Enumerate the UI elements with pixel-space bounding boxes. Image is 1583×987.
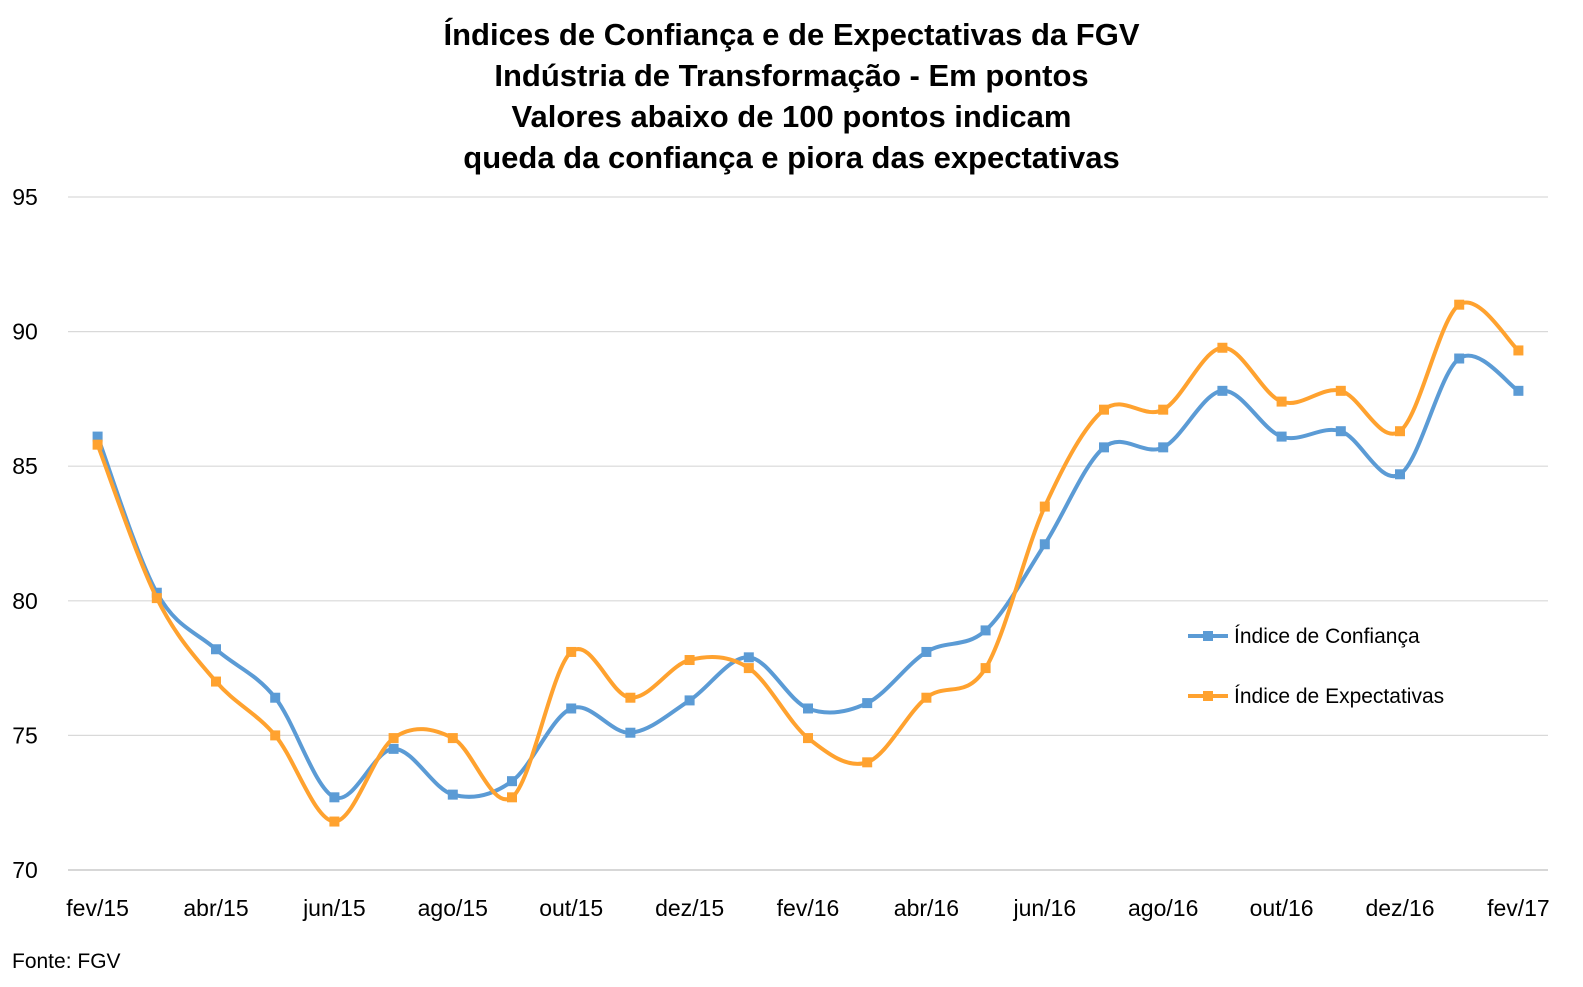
y-tick-label: 95 [12, 184, 38, 210]
data-point [743, 663, 754, 674]
data-point [1099, 404, 1109, 415]
data-point [743, 652, 754, 663]
x-tick-label: ago/16 [1128, 895, 1198, 921]
x-tick-label: abr/15 [183, 895, 248, 921]
data-point [803, 703, 813, 714]
data-point [1276, 431, 1287, 442]
series-group [92, 299, 1524, 827]
data-point [270, 730, 281, 741]
x-tick-label: fev/15 [66, 895, 129, 921]
data-point [1217, 342, 1228, 353]
title-line-4: queda da confiança e piora das expectati… [463, 140, 1120, 175]
series-line [95, 353, 1521, 801]
x-tick-label: jun/15 [302, 895, 366, 921]
data-point [566, 703, 577, 714]
x-axis: fev/15 abr/15 jun/15 ago/15 out/15 dez/15 fev/… [66, 895, 1549, 921]
x-tick-label: ago/15 [418, 895, 488, 921]
data-point [211, 676, 221, 687]
data-point [1513, 385, 1524, 396]
legend-label: Índice de Expectativas [1234, 685, 1444, 708]
series-confianca [92, 353, 1524, 803]
legend-label: Índice de Confiança [1234, 625, 1420, 648]
x-tick-label: jun/16 [1012, 895, 1076, 921]
y-tick-label: 85 [12, 453, 38, 479]
data-point [447, 733, 458, 744]
x-tick-label: dez/16 [1365, 895, 1434, 921]
legend-swatch-marker [1203, 691, 1213, 701]
data-point [980, 625, 991, 636]
data-point [151, 587, 162, 598]
data-point [329, 792, 340, 803]
data-point [980, 663, 991, 674]
data-point [625, 727, 636, 738]
data-point [1217, 385, 1228, 396]
series-expectativas [92, 299, 1524, 827]
data-point [1395, 469, 1405, 480]
legend-item-expectativas: Índice de Expectativas [1188, 685, 1444, 708]
data-point [1158, 404, 1169, 415]
data-point [92, 431, 103, 442]
series-line [95, 300, 1521, 824]
legend: Índice de Confiança Índice de Expectativa… [1188, 625, 1444, 708]
chart-title: Índices de Confiança e de Expectativas d… [0, 14, 1583, 178]
data-point [507, 792, 517, 803]
data-point [1335, 385, 1346, 396]
x-tick-label: out/15 [539, 895, 603, 921]
data-point [1513, 345, 1524, 356]
y-tick-label: 80 [12, 588, 38, 614]
data-point [921, 692, 932, 703]
data-point [625, 692, 636, 703]
data-point [803, 733, 813, 744]
x-tick-label: fev/16 [777, 895, 840, 921]
x-tick-label: out/16 [1250, 895, 1314, 921]
x-tick-label: dez/15 [655, 895, 724, 921]
data-point [1395, 426, 1405, 437]
data-point [151, 593, 162, 604]
data-point [862, 698, 873, 709]
legend-item-confianca: Índice de Confiança [1188, 625, 1420, 648]
data-point [388, 733, 399, 744]
y-tick-label: 70 [12, 857, 38, 883]
title-line-2: Indústria de Transformação - Em pontos [494, 58, 1089, 93]
data-point [211, 644, 221, 655]
x-tick-label: fev/17 [1487, 895, 1550, 921]
legend-swatch-marker [1203, 631, 1213, 641]
y-tick-label: 75 [12, 722, 38, 748]
data-point [1276, 396, 1287, 407]
data-point [1158, 442, 1169, 453]
data-point [388, 743, 399, 754]
data-point [270, 692, 281, 703]
title-line-1: Índices de Confiança e de Expectativas d… [443, 17, 1140, 52]
data-point [1099, 442, 1109, 453]
data-point [684, 655, 695, 666]
data-point [92, 439, 103, 450]
x-tick-label: abr/16 [894, 895, 959, 921]
data-point [1454, 353, 1465, 364]
data-point [447, 789, 458, 800]
data-point [1039, 539, 1050, 550]
title-line-3: Valores abaixo de 100 pontos indicam [511, 99, 1072, 134]
data-point [1454, 299, 1465, 310]
data-point [329, 816, 340, 827]
data-point [1335, 426, 1346, 437]
data-point [684, 695, 695, 706]
data-point [921, 646, 932, 657]
y-tick-label: 90 [12, 319, 38, 345]
data-point [862, 757, 873, 768]
data-point [507, 776, 517, 787]
y-axis: 70 75 80 85 90 95 [12, 184, 38, 883]
source-note: Fonte: FGV [12, 950, 121, 973]
gridlines [68, 196, 1548, 871]
data-point [566, 646, 577, 657]
data-point [1039, 501, 1050, 512]
